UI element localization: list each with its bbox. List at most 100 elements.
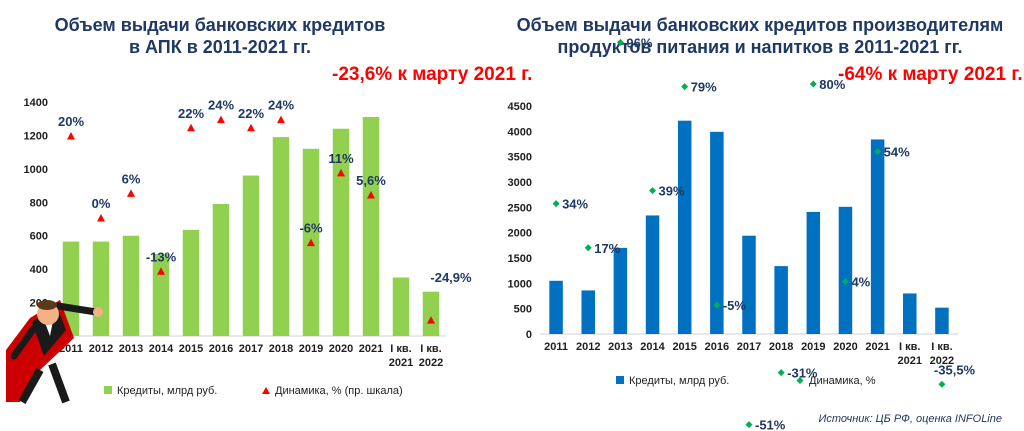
x-tick-label: 2016: [209, 343, 233, 355]
y-tick-label: 1200: [24, 130, 48, 142]
x-tick-label: I кв. 2021: [389, 343, 413, 369]
x-tick-label: 2020: [833, 341, 857, 353]
y-tick-label: 3500: [508, 152, 532, 164]
dynamics-marker: [427, 316, 435, 324]
bar: [392, 277, 410, 336]
y-tick-label: 1000: [24, 164, 48, 176]
dynamics-marker: [127, 189, 135, 197]
bar: [903, 293, 917, 334]
bar: [870, 139, 885, 334]
data-label: 54%: [884, 145, 910, 160]
bar: [272, 137, 290, 336]
data-label: 24%: [268, 98, 294, 113]
businessman-illustration: [6, 300, 103, 404]
bar: [62, 241, 80, 336]
data-label: -24,9%: [430, 270, 472, 285]
bar: [838, 206, 853, 334]
y-tick-label: 800: [30, 197, 48, 209]
x-tick-label: I кв. 2021: [898, 341, 922, 367]
y-tick-label: 1400: [24, 97, 48, 109]
right-chart-title-line1: Объем выдачи банковских кредитов произво…: [516, 15, 1004, 35]
x-tick-label: 2014: [149, 343, 174, 355]
dynamics-marker: [552, 200, 560, 208]
dynamics-marker: [187, 123, 195, 132]
y-tick-label: 0: [526, 329, 532, 341]
dynamics-marker: [649, 187, 657, 195]
data-label: 79%: [691, 80, 717, 95]
dynamics-marker: [217, 115, 225, 124]
x-tick-label: I кв. 2022: [930, 341, 954, 367]
y-tick-label: 3000: [508, 177, 532, 189]
data-label: 11%: [328, 151, 354, 166]
legend-marker-label: Динамика, % (пр. шкала): [275, 385, 403, 397]
dynamics-marker: [157, 267, 165, 275]
data-label: -6%: [299, 221, 323, 236]
legend-bar-label: Кредиты, млрд руб.: [629, 375, 729, 387]
data-label: 96%: [626, 35, 652, 50]
data-label: -35,5%: [934, 362, 976, 377]
data-label: -5%: [723, 298, 747, 313]
bar: [92, 241, 110, 336]
bar: [742, 235, 756, 334]
dynamics-marker: [67, 132, 75, 140]
bar: [152, 254, 170, 336]
y-tick-label: 2000: [508, 228, 532, 240]
legend-marker-label: Динамика, %: [809, 375, 876, 387]
dynamics-marker: [745, 421, 753, 429]
left-chart-title-line1: Объем выдачи банковских кредитов: [54, 15, 386, 35]
y-tick-label: 600: [30, 231, 48, 243]
source-note: Источник: ЦБ РФ, оценка INFOLine: [818, 413, 1002, 425]
dynamics-marker: [874, 148, 882, 156]
x-tick-label: 2019: [801, 341, 825, 353]
bar: [581, 290, 595, 334]
dynamics-marker: [584, 244, 592, 252]
dynamics-marker: [938, 380, 946, 388]
x-tick-label: 2012: [89, 343, 113, 355]
dynamics-marker: [681, 83, 689, 91]
bar: [549, 280, 563, 334]
right-chart: 0 500 1000 1500 2000 2500 3000 3500 4000 4500 2011…: [508, 35, 976, 431]
x-tick-label: 2015: [672, 341, 696, 353]
dynamics-marker: [809, 80, 817, 88]
data-label: 4%: [851, 275, 870, 290]
data-label: 22%: [238, 106, 264, 121]
x-tick-label: 2015: [179, 343, 203, 355]
legend-marker-swatch: [796, 377, 804, 384]
dynamics-marker: [97, 214, 105, 222]
data-label: 80%: [819, 77, 845, 92]
legend-bar-label: Кредиты, млрд руб.: [117, 385, 217, 397]
data-label: -31%: [787, 366, 818, 381]
x-tick-label: 2017: [737, 341, 761, 353]
y-tick-label: 1000: [508, 278, 532, 290]
y-tick-label: 400: [30, 264, 48, 276]
bar: [122, 235, 140, 336]
left-chart-title-line2: в АПК в 2011-2021 гг.: [128, 37, 312, 57]
dynamics-marker: [307, 238, 315, 247]
left-chart-title: Объем выдачи банковских кредитов в АПК в…: [30, 14, 410, 58]
data-label: 24%: [208, 98, 234, 113]
bar: [710, 131, 724, 334]
bar: [935, 307, 949, 334]
dynamics-marker: [841, 278, 849, 286]
dynamics-marker: [713, 301, 721, 309]
x-tick-label: 2020: [329, 343, 353, 355]
x-tick-label: 2016: [705, 341, 729, 353]
bar: [212, 203, 230, 336]
data-label: 39%: [659, 184, 685, 199]
data-label: 22%: [178, 106, 204, 121]
x-tick-label: 2012: [576, 341, 600, 353]
dynamics-marker: [337, 168, 345, 177]
y-tick-label: 4000: [508, 126, 532, 138]
x-tick-label: 2021: [865, 341, 889, 353]
y-tick-label: 1500: [508, 253, 532, 265]
data-label: 20%: [58, 114, 84, 129]
data-label: 5,6%: [356, 173, 386, 188]
data-label: 6%: [122, 171, 141, 186]
bar: [422, 291, 440, 336]
bar: [332, 128, 350, 336]
x-tick-label: 2013: [119, 343, 143, 355]
bar: [242, 175, 260, 336]
dynamics-marker: [367, 191, 375, 199]
right-chart-title-line2: продуктов питания и напитков в 2011-2021…: [557, 37, 963, 57]
